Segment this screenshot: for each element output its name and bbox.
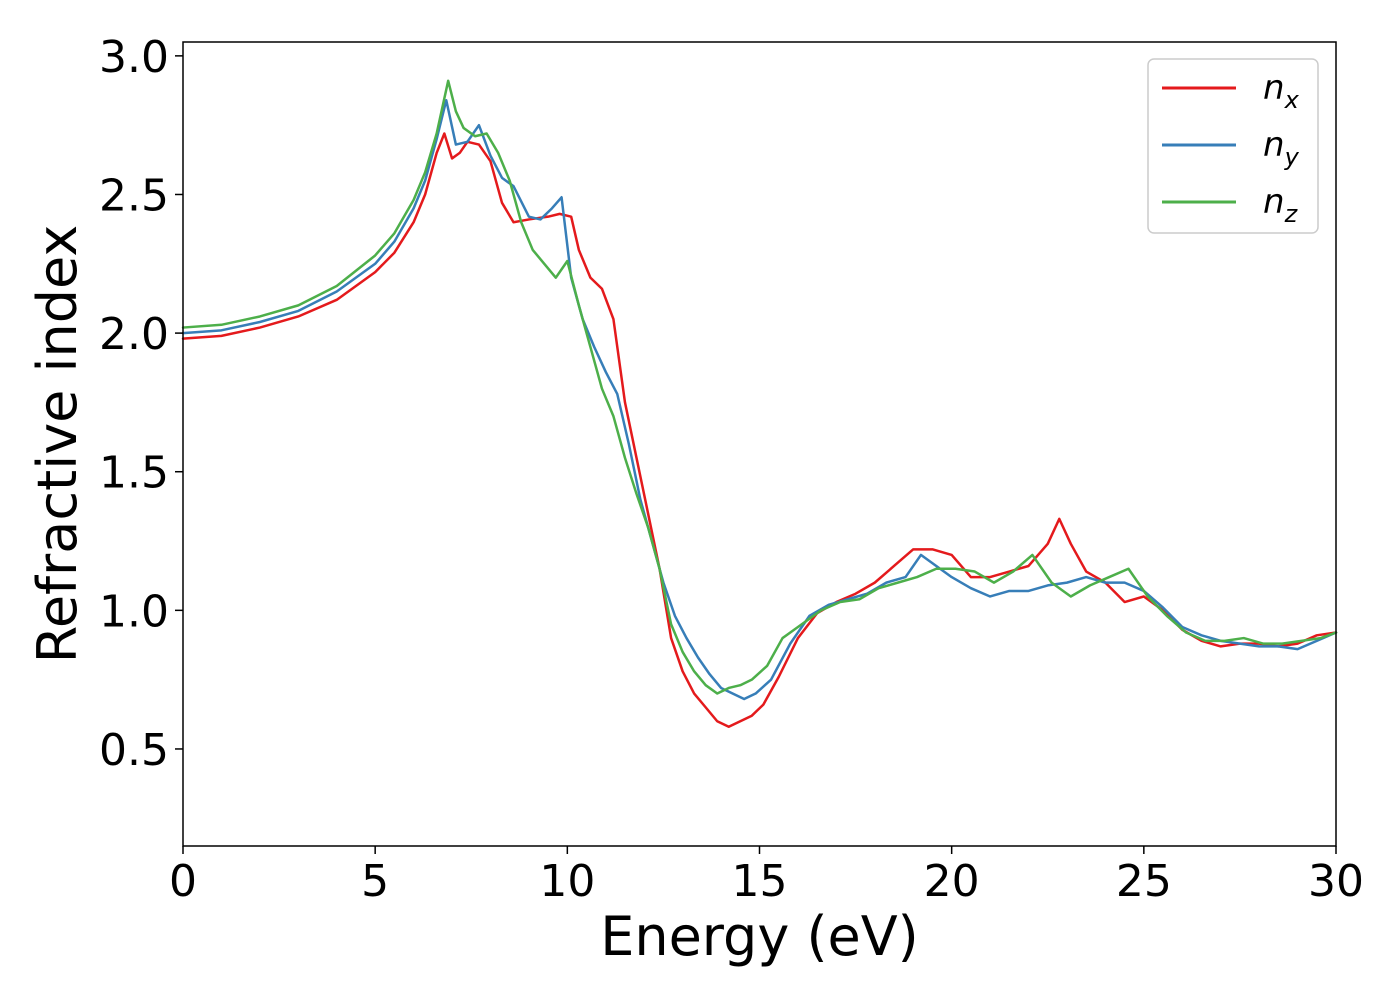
y-tick-label: 0.5 <box>99 725 169 776</box>
series-line-ny <box>181 98 1338 701</box>
x-tick-label: 0 <box>169 856 197 907</box>
y-tick-label: 1.5 <box>99 448 169 499</box>
y-axis: 0.5 1.0 1.5 2.0 2.5 3.0 <box>99 32 183 776</box>
x-tick-label: 15 <box>732 856 788 907</box>
x-axis-label: Energy (eV) <box>600 905 919 968</box>
series-line-nz <box>181 79 1338 695</box>
y-axis-label: Refractive index <box>26 225 89 664</box>
series-layer <box>181 79 1338 729</box>
y-tick-label: 1.0 <box>99 586 169 637</box>
x-axis: 0 5 10 15 20 25 30 <box>169 846 1364 907</box>
plot-area <box>183 42 1336 846</box>
y-tick-label: 3.0 <box>99 32 169 83</box>
series-line-nx <box>181 132 1338 729</box>
x-tick-label: 5 <box>361 856 389 907</box>
y-tick-label: 2.0 <box>99 309 169 360</box>
y-tick-label: 2.5 <box>99 170 169 221</box>
x-tick-label: 30 <box>1308 856 1364 907</box>
x-tick-label: 10 <box>539 856 595 907</box>
x-tick-label: 20 <box>924 856 980 907</box>
x-tick-label: 25 <box>1116 856 1172 907</box>
